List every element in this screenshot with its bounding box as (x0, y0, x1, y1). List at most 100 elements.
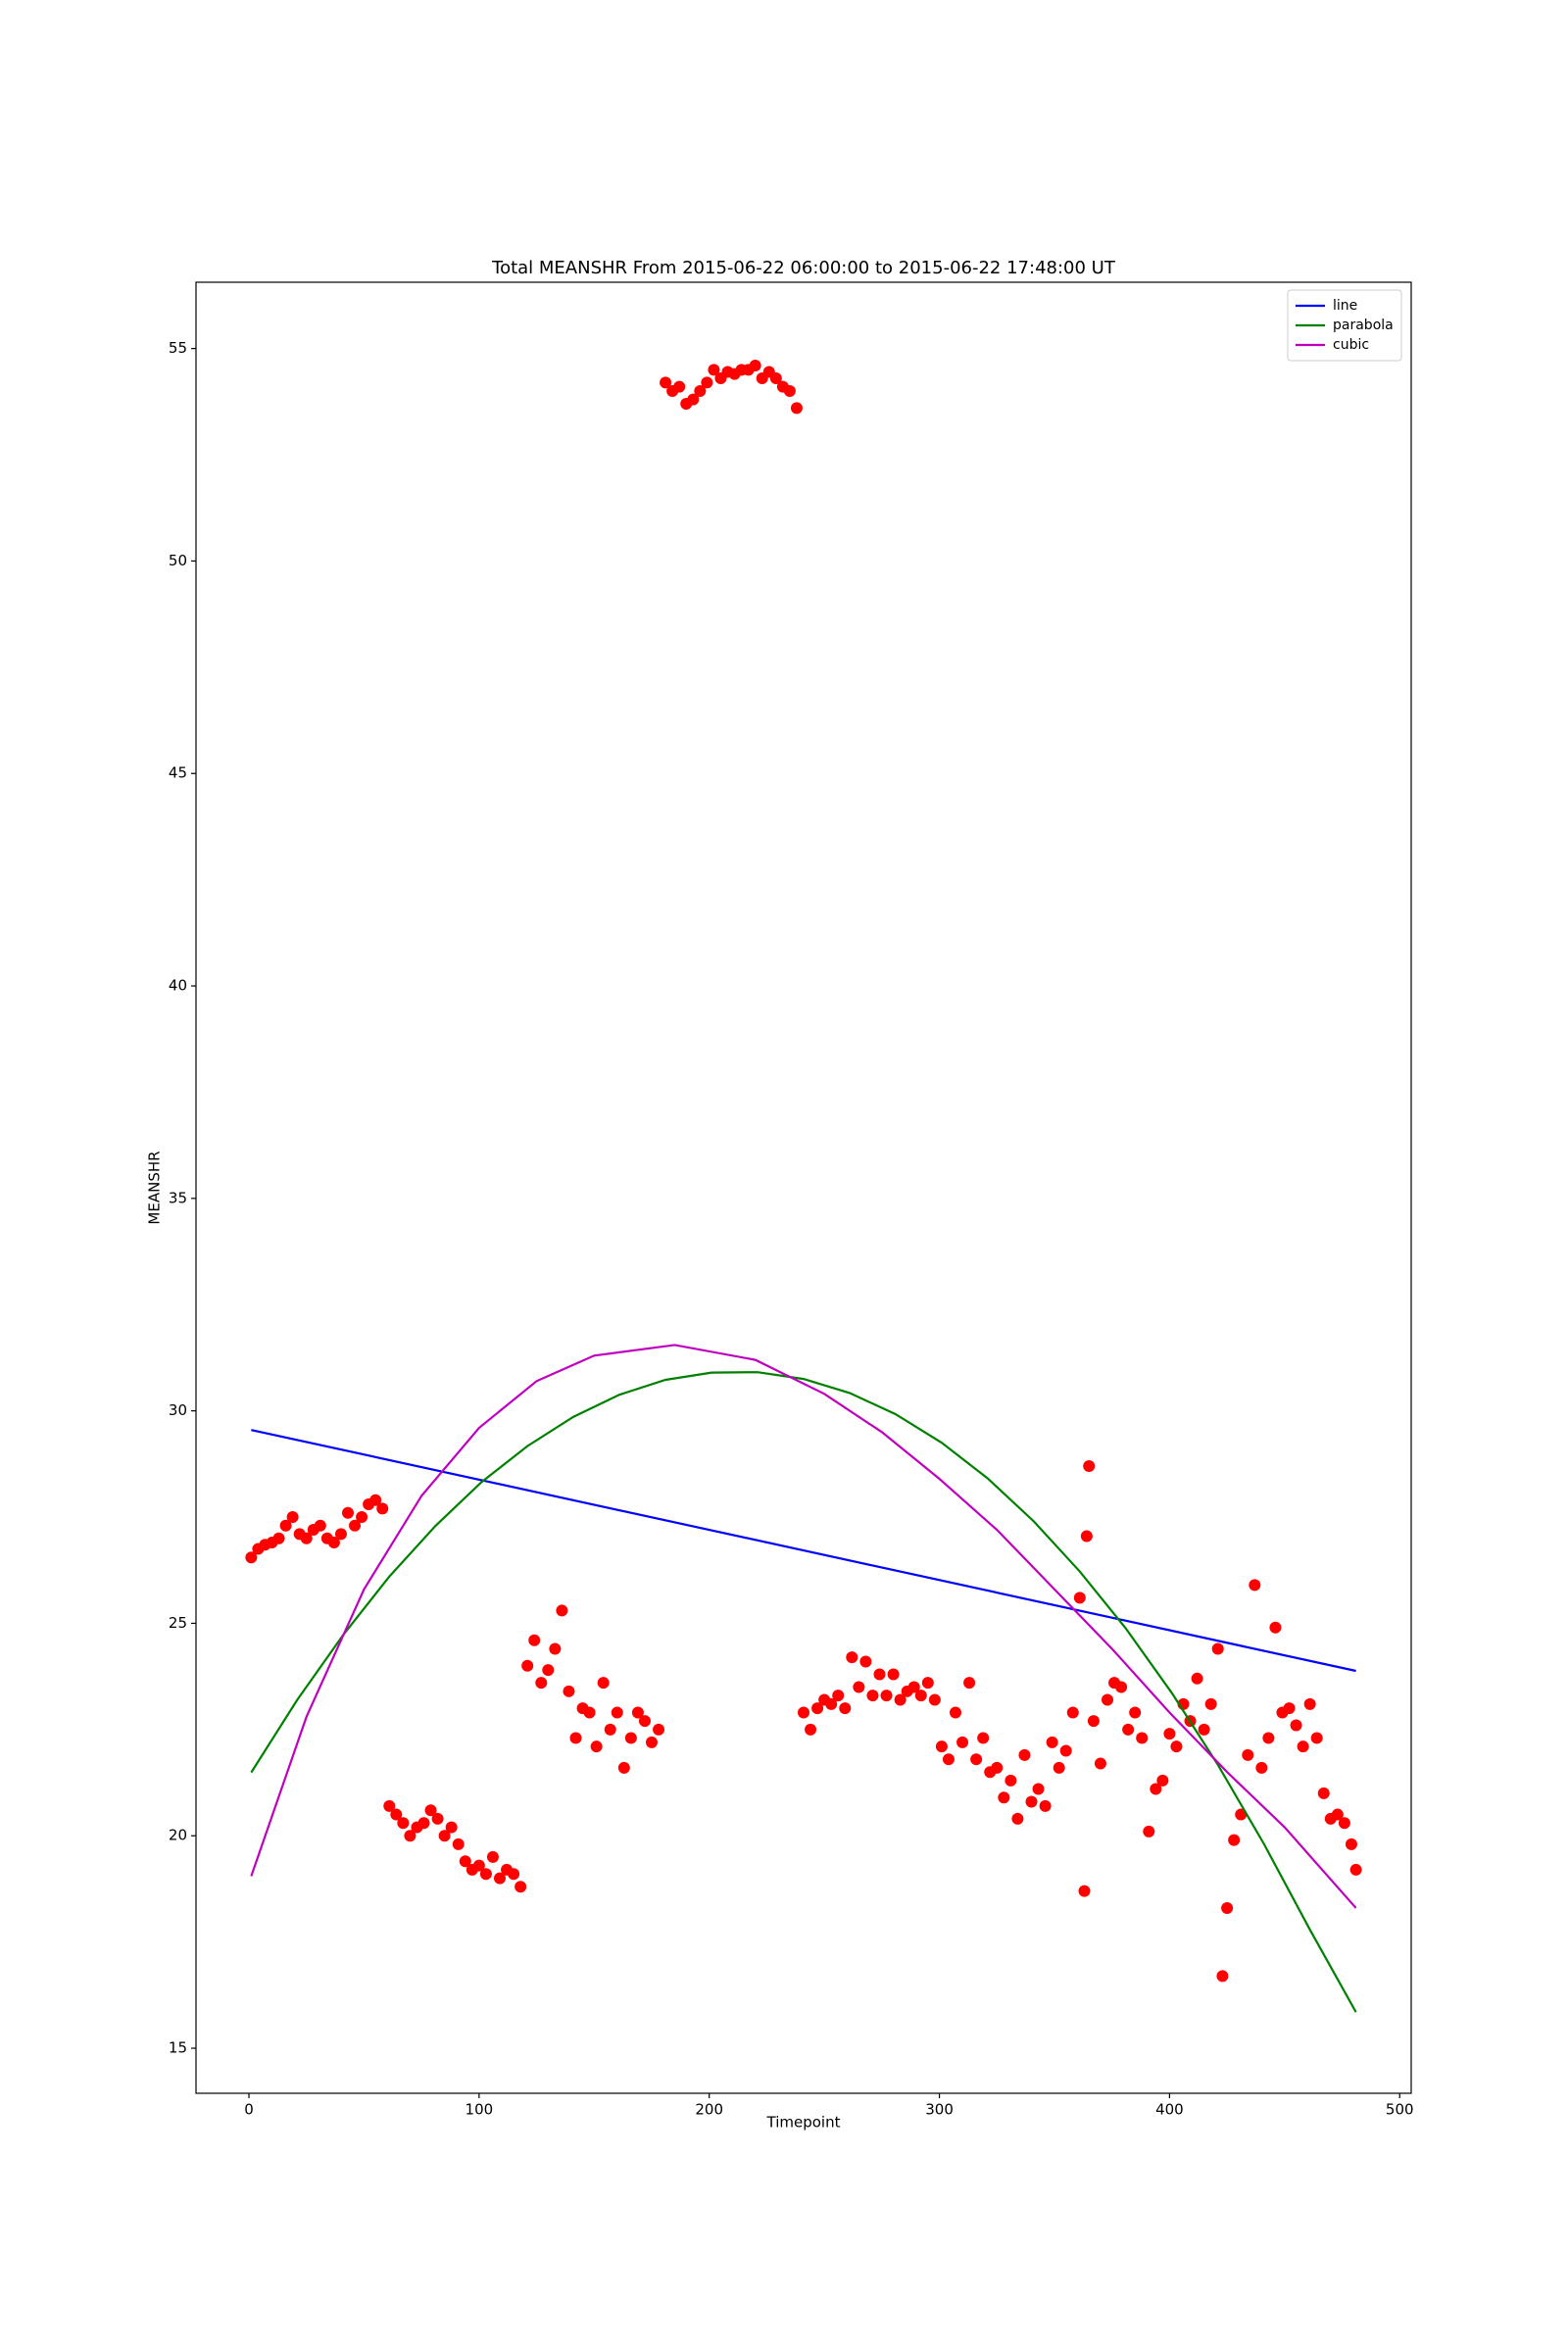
point (1221, 1901, 1234, 1914)
point (397, 1817, 410, 1830)
point (438, 1830, 451, 1842)
point (486, 1850, 499, 1863)
point (494, 1872, 506, 1885)
point (998, 1791, 1010, 1804)
point (459, 1855, 471, 1868)
point (749, 359, 761, 371)
point (604, 1723, 616, 1736)
point (790, 402, 803, 415)
point (1122, 1723, 1135, 1736)
point (583, 1706, 596, 1719)
point (342, 1506, 354, 1519)
x-tick-label: 100 (466, 2101, 494, 2119)
x-tick-label: 500 (1386, 2101, 1414, 2119)
point (1025, 1795, 1038, 1808)
point (300, 1532, 313, 1544)
point (556, 1604, 568, 1617)
point (590, 1740, 603, 1753)
plot-frame (195, 281, 1412, 2094)
point (445, 1821, 458, 1834)
y-tick-label: 15 (169, 2039, 187, 2057)
fit-line (250, 1344, 1357, 1909)
point (805, 1723, 817, 1736)
point (894, 1693, 906, 1706)
point (880, 1690, 893, 1702)
point (1136, 1732, 1149, 1744)
point (798, 1706, 809, 1719)
point (1297, 1740, 1309, 1753)
point (549, 1642, 562, 1655)
point (624, 1732, 637, 1744)
point (935, 1740, 948, 1753)
point (942, 1753, 955, 1766)
point (956, 1736, 969, 1748)
point (1018, 1748, 1031, 1761)
point (769, 371, 782, 384)
point (1032, 1783, 1045, 1795)
point (1345, 1838, 1357, 1850)
legend-label: parabola (1333, 318, 1394, 333)
point (1211, 1642, 1224, 1655)
point (1317, 1787, 1330, 1799)
y-tick-label: 25 (169, 1614, 187, 1632)
point (327, 1537, 340, 1549)
point (1228, 1834, 1241, 1846)
point (1083, 1460, 1096, 1473)
point (356, 1511, 368, 1524)
x-tick-label: 0 (244, 2101, 254, 2119)
point (825, 1697, 838, 1710)
point (1216, 1970, 1229, 1983)
point (1283, 1702, 1296, 1715)
point (369, 1494, 382, 1506)
point (859, 1655, 872, 1668)
point (1249, 1579, 1261, 1592)
point (1094, 1757, 1106, 1770)
point (921, 1677, 934, 1690)
point (1349, 1863, 1362, 1876)
point (1046, 1736, 1058, 1748)
point (1066, 1706, 1079, 1719)
point (991, 1761, 1004, 1774)
point (1255, 1761, 1268, 1774)
chart-title: Total MEANSHR From 2015-06-22 06:00:00 t… (491, 258, 1116, 278)
point (687, 393, 700, 406)
point (1290, 1719, 1302, 1732)
point (424, 1804, 437, 1817)
point (542, 1664, 555, 1677)
fit-line (251, 1429, 1356, 1673)
x-tick-label: 300 (925, 2101, 954, 2119)
point (1115, 1681, 1128, 1693)
legend-box (1287, 289, 1402, 362)
point (1331, 1808, 1344, 1821)
point (597, 1677, 610, 1690)
point (452, 1838, 465, 1850)
point (673, 380, 686, 393)
point (1053, 1761, 1065, 1774)
point (914, 1690, 927, 1702)
point (521, 1659, 534, 1672)
point (708, 364, 720, 376)
point (1156, 1774, 1169, 1787)
point (1080, 1530, 1093, 1543)
point (783, 385, 796, 398)
point (970, 1753, 983, 1766)
point (1170, 1740, 1183, 1753)
point (611, 1706, 623, 1719)
point (1338, 1817, 1350, 1830)
point (928, 1693, 941, 1706)
fit-line (250, 1371, 1357, 2013)
point (245, 1551, 258, 1564)
point (514, 1881, 527, 1893)
point (1191, 1672, 1203, 1685)
point (638, 1715, 651, 1728)
legend-label: cubic (1333, 337, 1369, 353)
point (349, 1519, 362, 1532)
legend-label: line (1333, 298, 1357, 314)
point (569, 1732, 582, 1744)
point (1087, 1715, 1100, 1728)
y-tick-label: 50 (169, 552, 187, 569)
point (390, 1808, 403, 1821)
point (272, 1532, 285, 1544)
x-tick-label: 200 (695, 2101, 723, 2119)
